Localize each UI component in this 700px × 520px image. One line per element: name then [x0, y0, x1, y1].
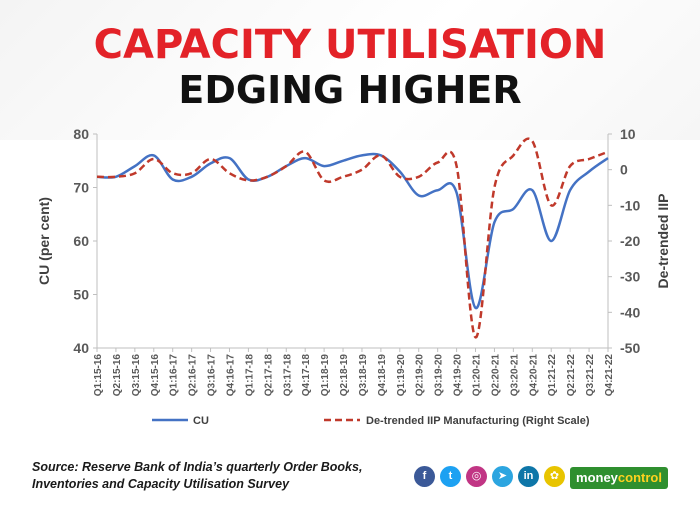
- right-axis-tick-label: 0: [620, 162, 628, 178]
- header-background: [0, 0, 700, 140]
- x-axis-tick-label: Q3:17-18: [282, 354, 293, 397]
- right-axis-tick-label: -30: [620, 269, 640, 285]
- x-axis-tick-label: Q4:15-16: [150, 354, 161, 397]
- page-title: CAPACITY UTILISATION: [93, 22, 607, 68]
- x-axis-tick-label: Q4:20-21: [528, 354, 539, 397]
- x-axis-tick-label: Q4:18-19: [377, 354, 388, 397]
- telegram-icon[interactable]: ➤: [492, 466, 513, 487]
- x-axis-tick-label: Q4:16-17: [225, 354, 236, 397]
- right-axis-tick-label: -10: [620, 197, 640, 213]
- source-note: Source: Reserve Bank of India’s quarterl…: [32, 460, 363, 491]
- x-axis-tick-label: Q2:19-20: [415, 354, 426, 397]
- snapchat-icon[interactable]: ✿: [544, 466, 565, 487]
- x-axis-tick-label: Q4:21-22: [604, 354, 615, 397]
- x-axis-tick-label: Q3:19-20: [434, 354, 445, 397]
- left-axis-tick-label: 40: [73, 340, 89, 356]
- x-axis-tick-label: Q4:19-20: [453, 354, 464, 397]
- right-axis-tick-label: -50: [620, 340, 640, 356]
- x-axis-tick-label: Q2:15-16: [112, 354, 123, 397]
- x-axis-tick-label: Q3:15-16: [131, 354, 142, 397]
- left-axis-tick-label: 50: [73, 287, 89, 303]
- x-axis-tick-label: Q2:17-18: [263, 354, 274, 397]
- x-axis-tick-label: Q1:17-18: [244, 354, 255, 397]
- x-axis-tick-label: Q1:21-22: [547, 354, 558, 397]
- facebook-icon[interactable]: f: [414, 466, 435, 487]
- left-axis-tick-label: 70: [73, 180, 89, 196]
- right-axis-tick-label: -20: [620, 233, 640, 249]
- legend-cu-label: CU: [193, 415, 209, 427]
- x-axis-tick-label: Q3:21-22: [585, 354, 596, 397]
- left-axis-tick-label: 80: [73, 126, 89, 142]
- x-axis-tick-label: Q2:20-21: [490, 354, 501, 397]
- x-axis-tick-label: Q1:20-21: [472, 354, 483, 397]
- x-axis-tick-label: Q3:20-21: [509, 354, 520, 397]
- x-axis-tick-label: Q1:18-19: [320, 354, 331, 397]
- x-axis-tick-label: Q2:18-19: [339, 354, 350, 397]
- x-axis-tick-label: Q2:21-22: [566, 354, 577, 397]
- legend-iip-label: De-trended IIP Manufacturing (Right Scal…: [366, 415, 590, 427]
- iip-series-line: [96, 137, 609, 339]
- moneycontrol-logo: moneycontrol: [570, 467, 668, 489]
- x-axis-tick-label: Q1:19-20: [396, 354, 407, 397]
- page-subtitle: EDGING HIGHER: [178, 68, 522, 112]
- right-axis-title: De-trended IIP: [655, 194, 671, 289]
- left-axis-tick-label: 60: [73, 233, 89, 249]
- twitter-icon[interactable]: t: [440, 466, 461, 487]
- linkedin-icon[interactable]: in: [518, 466, 539, 487]
- cu-series-line: [96, 152, 609, 310]
- x-axis-tick-label: Q3:16-17: [207, 354, 218, 397]
- x-axis-tick-label: Q1:16-17: [169, 354, 180, 397]
- x-axis-tick-label: Q3:18-19: [358, 354, 369, 397]
- x-axis-tick-label: Q4:17-18: [301, 354, 312, 397]
- right-axis-tick-label: -40: [620, 304, 640, 320]
- x-axis-tick-label: Q1:15-16: [93, 354, 104, 397]
- left-axis-title: CU (per cent): [36, 197, 52, 285]
- instagram-icon[interactable]: ◎: [466, 466, 487, 487]
- right-axis-tick-label: 10: [620, 126, 636, 142]
- x-axis-tick-label: Q2:16-17: [188, 354, 199, 397]
